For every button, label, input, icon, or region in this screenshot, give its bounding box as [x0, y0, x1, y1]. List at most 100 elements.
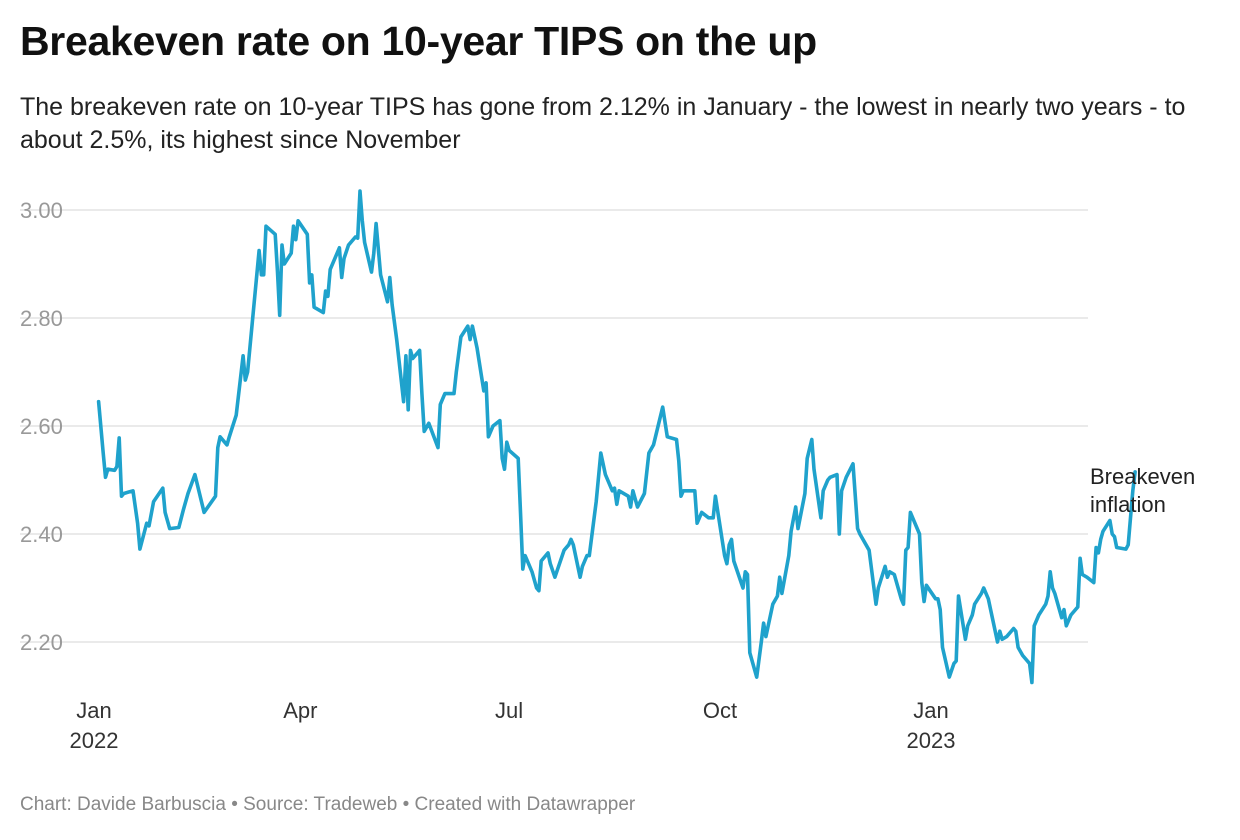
series-labels: Breakeven inflation — [1090, 464, 1195, 517]
data-point — [492, 425, 495, 428]
data-point — [1017, 646, 1020, 649]
data-point — [904, 549, 907, 552]
data-point — [588, 554, 591, 557]
data-point — [868, 549, 871, 552]
data-point — [595, 500, 598, 503]
y-tick-label: 2.80 — [20, 306, 63, 331]
data-point — [343, 257, 346, 260]
y-tick-label: 2.60 — [20, 414, 63, 439]
data-point — [996, 641, 999, 644]
data-point — [652, 444, 655, 447]
data-point — [581, 565, 584, 568]
data-point — [391, 303, 394, 306]
data-point — [680, 495, 683, 498]
data-point — [265, 225, 268, 228]
data-point — [549, 562, 552, 565]
data-point — [471, 325, 474, 328]
data-point — [388, 276, 391, 279]
data-point — [547, 552, 550, 555]
data-point — [485, 381, 488, 384]
data-point — [97, 400, 100, 403]
data-point — [732, 560, 735, 563]
data-point — [964, 638, 967, 641]
data-point — [274, 233, 277, 236]
data-point — [826, 479, 829, 482]
data-point — [987, 597, 990, 600]
data-point — [1031, 681, 1034, 684]
data-point — [806, 457, 809, 460]
data-point — [324, 290, 327, 293]
data-point — [838, 533, 841, 536]
x-axis-labels: Jan 2022 Apr Jul Oct Jan 2023 — [70, 698, 956, 753]
data-point — [712, 516, 715, 519]
data-point — [900, 597, 903, 600]
data-point — [113, 469, 116, 472]
data-point — [1095, 546, 1098, 549]
data-point — [1005, 635, 1008, 638]
data-point — [696, 522, 699, 525]
data-point — [203, 511, 206, 514]
data-point — [875, 603, 878, 606]
data-point — [613, 487, 616, 490]
data-point — [1060, 616, 1063, 619]
data-point — [728, 543, 731, 546]
data-point — [730, 538, 733, 541]
data-point — [1127, 543, 1130, 546]
data-point — [771, 603, 774, 606]
data-point — [524, 554, 527, 557]
data-point — [116, 465, 119, 468]
data-point — [920, 581, 923, 584]
data-point — [572, 543, 575, 546]
data-point — [794, 506, 797, 509]
data-point — [797, 527, 800, 530]
data-point — [957, 595, 960, 598]
x-tick-label: Jan — [913, 698, 948, 723]
data-point — [925, 584, 928, 587]
data-point — [781, 592, 784, 595]
data-point — [636, 506, 639, 509]
data-point — [836, 473, 839, 476]
data-point — [1021, 654, 1024, 657]
data-point — [281, 244, 284, 247]
data-point — [363, 241, 366, 244]
data-point — [476, 346, 479, 349]
data-point — [411, 357, 414, 360]
data-point — [941, 646, 944, 649]
data-point — [148, 525, 151, 528]
data-point — [322, 311, 325, 314]
data-point — [746, 573, 749, 576]
data-point — [1079, 557, 1082, 560]
data-point — [407, 408, 410, 411]
data-point — [907, 546, 910, 549]
data-point — [859, 533, 862, 536]
data-point — [1115, 546, 1118, 549]
data-point — [329, 268, 332, 271]
data-point — [395, 338, 398, 341]
x-tick-label: Oct — [703, 698, 737, 723]
data-point — [503, 468, 506, 471]
data-point — [347, 244, 350, 247]
data-point — [535, 587, 538, 590]
data-point — [955, 660, 958, 663]
data-point — [643, 492, 646, 495]
data-point — [177, 526, 180, 529]
data-point — [742, 587, 745, 590]
x-tick-label: Jul — [495, 698, 523, 723]
data-point — [661, 406, 664, 409]
data-point — [820, 516, 823, 519]
data-point — [216, 446, 219, 449]
data-point — [469, 338, 472, 341]
data-point — [283, 263, 286, 266]
data-point — [677, 460, 680, 463]
data-point — [187, 492, 190, 495]
data-point — [244, 379, 247, 382]
data-point — [618, 489, 621, 492]
data-point — [700, 511, 703, 514]
data-point — [466, 325, 469, 328]
data-point — [1065, 624, 1068, 627]
data-point — [599, 452, 602, 455]
data-point — [340, 276, 343, 279]
data-point — [427, 422, 430, 425]
data-point — [361, 219, 364, 222]
